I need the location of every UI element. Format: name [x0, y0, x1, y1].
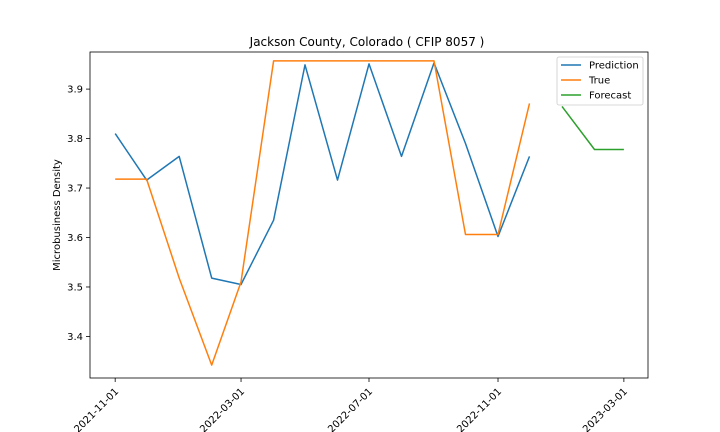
y-tick-label: 3.9 — [67, 85, 83, 96]
x-tick-label: 2022-03-01 — [198, 386, 247, 432]
plot-area — [89, 51, 649, 379]
y-tick-label: 3.7 — [67, 184, 83, 195]
legend: Prediction True Forecast — [556, 56, 644, 106]
legend-label-true: True — [588, 76, 610, 87]
x-tick-label: 2023-03-01 — [581, 386, 630, 432]
y-axis: 3.4 3.5 3.6 3.7 3.8 3.9 — [67, 85, 90, 343]
y-tick-label: 3.6 — [67, 233, 83, 244]
y-tick-label: 3.8 — [67, 134, 83, 145]
y-tick-label: 3.4 — [67, 332, 83, 343]
y-axis-label: Microbusiness Density — [52, 159, 63, 271]
x-tick-label: 2022-07-01 — [326, 386, 375, 432]
y-tick-label: 3.5 — [67, 282, 83, 293]
x-axis: 2021-11-01 2022-03-01 2022-07-01 2022-11-01… — [72, 378, 630, 432]
series-line-forecast — [561, 105, 624, 151]
legend-label-forecast: Forecast — [589, 91, 631, 102]
x-tick-label: 2022-11-01 — [455, 386, 504, 432]
legend-label-prediction: Prediction — [589, 61, 639, 72]
series-line-prediction — [114, 62, 531, 286]
chart-title: Jackson County, Colorado ( CFIP 8057 ) — [249, 35, 485, 49]
series-line-true — [115, 60, 531, 366]
series-lines — [114, 60, 624, 366]
legend-box — [556, 56, 644, 106]
x-tick-label: 2021-11-01 — [72, 386, 121, 432]
